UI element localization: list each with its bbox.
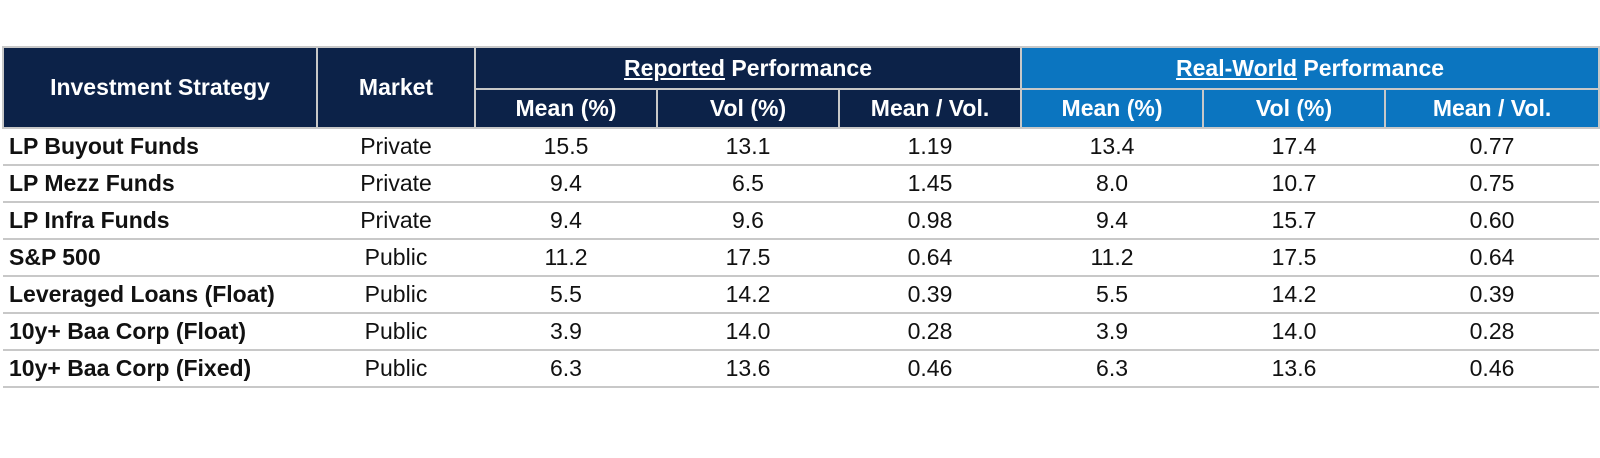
real-world-vol-cell: 13.6 [1203, 350, 1386, 388]
real-world-mean-cell: 3.9 [1021, 313, 1204, 351]
reported-mean-vol-cell: 1.19 [839, 128, 1022, 166]
market-cell: Public [317, 276, 475, 314]
reported-mean-cell: 11.2 [475, 239, 657, 277]
real-world-vol-cell: 17.4 [1203, 128, 1386, 166]
header-reported-mean-vol: Mean / Vol. [837, 88, 1023, 129]
table-row: LP Buyout Funds Private 15.5 13.1 1.19 13.4 17… [3, 128, 1600, 166]
header-real-world-mean-vol: Mean / Vol. [1384, 88, 1600, 129]
reported-mean-vol-cell: 0.39 [839, 276, 1022, 314]
table-row: Leveraged Loans (Float) Public 5.5 14.2 0.39… [3, 276, 1600, 314]
real-world-mean-vol-cell: 0.39 [1385, 276, 1600, 314]
real-world-vol-cell: 14.2 [1203, 276, 1386, 314]
market-cell: Public [317, 350, 475, 388]
real-world-mean-vol-cell: 0.75 [1385, 165, 1600, 203]
reported-vol-cell: 14.2 [657, 276, 839, 314]
performance-table-container: Investment Strategy Market Reported Perf… [2, 46, 1600, 388]
header-reported-performance: Reported Performance [473, 46, 1023, 90]
table-row: LP Infra Funds Private 9.4 9.6 0.98 9.4 15.7 0.… [3, 202, 1600, 240]
real-world-mean-vol-cell: 0.60 [1385, 202, 1600, 240]
real-world-mean-cell: 5.5 [1021, 276, 1204, 314]
header-reported-vol: Vol (%) [656, 88, 840, 129]
performance-table: Investment Strategy Market Reported Perf… [2, 46, 1600, 388]
reported-vol-cell: 9.6 [657, 202, 839, 240]
header-reported-mean: Mean (%) [474, 88, 658, 129]
market-cell: Private [317, 128, 475, 166]
header-market: Market [316, 46, 476, 129]
strategy-cell: LP Buyout Funds [3, 128, 317, 166]
reported-mean-vol-cell: 0.64 [839, 239, 1022, 277]
real-world-vol-cell: 10.7 [1203, 165, 1386, 203]
strategy-cell: LP Mezz Funds [3, 165, 317, 203]
reported-vol-cell: 6.5 [657, 165, 839, 203]
strategy-cell: 10y+ Baa Corp (Fixed) [3, 350, 317, 388]
table-body: LP Buyout Funds Private 15.5 13.1 1.19 13.4 17… [3, 128, 1600, 388]
market-cell: Private [317, 202, 475, 240]
real-world-mean-vol-cell: 0.46 [1385, 350, 1600, 388]
real-world-mean-vol-cell: 0.64 [1385, 239, 1600, 277]
real-world-vol-cell: 15.7 [1203, 202, 1386, 240]
real-world-mean-cell: 13.4 [1021, 128, 1204, 166]
reported-performance-suffix: Performance [724, 54, 872, 81]
reported-mean-cell: 15.5 [475, 128, 657, 166]
real-world-performance-suffix: Performance [1297, 54, 1445, 81]
market-cell: Private [317, 165, 475, 203]
real-world-mean-cell: 11.2 [1021, 239, 1204, 277]
table-row: 10y+ Baa Corp (Float) Public 3.9 14.0 0.28 3.… [3, 313, 1600, 351]
table-row: 10y+ Baa Corp (Fixed) Public 6.3 13.6 0.46 6.… [3, 350, 1600, 388]
reported-mean-cell: 3.9 [475, 313, 657, 351]
reported-mean-cell: 6.3 [475, 350, 657, 388]
reported-vol-cell: 14.0 [657, 313, 839, 351]
reported-vol-cell: 13.6 [657, 350, 839, 388]
strategy-cell: 10y+ Baa Corp (Float) [3, 313, 317, 351]
reported-mean-vol-cell: 0.98 [839, 202, 1022, 240]
header-real-world-mean: Mean (%) [1020, 88, 1205, 129]
reported-mean-cell: 9.4 [475, 165, 657, 203]
table-row: LP Mezz Funds Private 9.4 6.5 1.45 8.0 10.7 0.7… [3, 165, 1600, 203]
real-world-label: Real-World [1176, 54, 1298, 81]
real-world-mean-vol-cell: 0.28 [1385, 313, 1600, 351]
reported-vol-cell: 17.5 [657, 239, 839, 277]
header-investment-strategy: Investment Strategy [2, 46, 318, 129]
real-world-mean-cell: 9.4 [1021, 202, 1204, 240]
reported-label: Reported [624, 54, 725, 81]
real-world-mean-cell: 6.3 [1021, 350, 1204, 388]
real-world-vol-cell: 17.5 [1203, 239, 1386, 277]
market-cell: Public [317, 239, 475, 277]
header-real-world-vol: Vol (%) [1202, 88, 1387, 129]
real-world-mean-cell: 8.0 [1021, 165, 1204, 203]
reported-mean-vol-cell: 0.28 [839, 313, 1022, 351]
strategy-cell: LP Infra Funds [3, 202, 317, 240]
reported-vol-cell: 13.1 [657, 128, 839, 166]
real-world-vol-cell: 14.0 [1203, 313, 1386, 351]
real-world-mean-vol-cell: 0.77 [1385, 128, 1600, 166]
header-real-world-performance: Real-World Performance [1020, 46, 1600, 90]
reported-mean-cell: 9.4 [475, 202, 657, 240]
reported-mean-cell: 5.5 [475, 276, 657, 314]
strategy-cell: S&P 500 [3, 239, 317, 277]
market-cell: Public [317, 313, 475, 351]
table-row: S&P 500 Public 11.2 17.5 0.64 11.2 17.5 0.64 [3, 239, 1600, 277]
strategy-cell: Leveraged Loans (Float) [3, 276, 317, 314]
reported-mean-vol-cell: 1.45 [839, 165, 1022, 203]
reported-mean-vol-cell: 0.46 [839, 350, 1022, 388]
